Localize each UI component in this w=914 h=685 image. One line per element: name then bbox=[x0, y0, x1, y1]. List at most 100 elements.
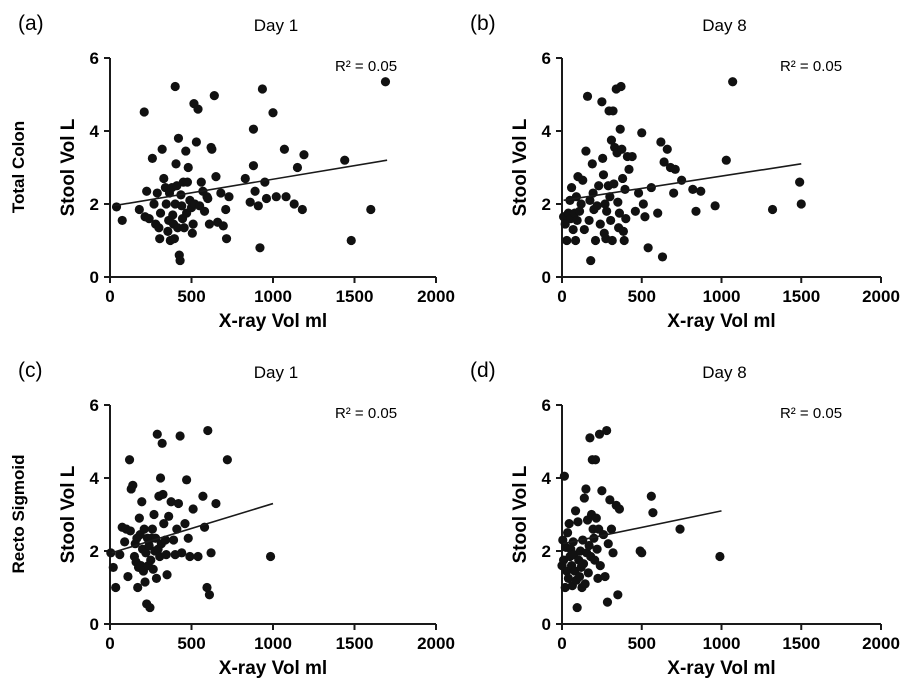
data-point bbox=[579, 493, 589, 503]
data-point bbox=[656, 137, 666, 147]
data-point bbox=[155, 234, 165, 244]
data-point bbox=[659, 157, 669, 167]
data-point bbox=[255, 243, 265, 253]
y-tick-label: 0 bbox=[542, 615, 551, 634]
data-point bbox=[265, 551, 276, 562]
x-tick-label: 0 bbox=[557, 634, 566, 653]
data-point bbox=[299, 150, 309, 160]
data-point bbox=[182, 475, 192, 485]
x-axis-label: X-ray Vol ml bbox=[667, 311, 775, 332]
data-point bbox=[139, 524, 149, 534]
y-tick-label: 2 bbox=[90, 195, 99, 214]
data-point bbox=[260, 177, 270, 187]
data-point bbox=[111, 202, 122, 212]
data-point bbox=[173, 498, 184, 509]
data-point bbox=[144, 214, 154, 224]
data-point bbox=[111, 582, 121, 593]
data-point bbox=[169, 234, 179, 244]
data-point bbox=[173, 133, 184, 143]
data-point bbox=[653, 208, 663, 218]
data-point bbox=[593, 573, 603, 583]
data-point bbox=[583, 568, 593, 578]
x-tick-label: 0 bbox=[105, 634, 114, 653]
data-point bbox=[380, 77, 391, 87]
data-point bbox=[640, 212, 650, 222]
data-point bbox=[609, 179, 619, 189]
data-point bbox=[581, 484, 591, 494]
data-point bbox=[159, 173, 169, 184]
x-tick-label: 1000 bbox=[254, 634, 292, 653]
data-point bbox=[602, 597, 613, 607]
data-point bbox=[106, 548, 116, 558]
data-point bbox=[728, 77, 738, 87]
data-point bbox=[279, 144, 290, 154]
data-point bbox=[581, 146, 591, 156]
data-point bbox=[767, 204, 778, 215]
panel-title: Day 1 bbox=[254, 16, 298, 35]
data-point bbox=[617, 144, 627, 154]
x-tick-label: 1000 bbox=[254, 287, 292, 306]
data-point bbox=[582, 91, 593, 101]
panel-title: Day 8 bbox=[702, 363, 746, 382]
data-point bbox=[149, 199, 159, 209]
x-tick-label: 500 bbox=[628, 634, 656, 653]
y-axis-label: Stool Vol L bbox=[510, 465, 531, 563]
x-tick-label: 0 bbox=[105, 287, 114, 306]
data-point bbox=[155, 473, 166, 483]
x-tick-label: 2000 bbox=[862, 634, 900, 653]
data-point bbox=[168, 535, 179, 545]
data-point bbox=[606, 215, 616, 226]
y-tick-label: 0 bbox=[90, 268, 99, 287]
data-point bbox=[248, 124, 259, 134]
data-point bbox=[250, 186, 260, 196]
data-point bbox=[559, 471, 569, 481]
data-point bbox=[224, 192, 234, 202]
data-point bbox=[580, 579, 590, 589]
data-point bbox=[688, 184, 698, 194]
data-point bbox=[159, 519, 169, 529]
data-point bbox=[183, 533, 193, 543]
data-point bbox=[158, 489, 168, 500]
y-tick-label: 4 bbox=[90, 122, 100, 141]
data-point bbox=[657, 252, 668, 262]
x-axis-label: X-ray Vol ml bbox=[219, 658, 327, 679]
data-point bbox=[144, 540, 154, 551]
data-point bbox=[196, 177, 206, 187]
data-point bbox=[630, 206, 640, 216]
data-point bbox=[193, 104, 203, 114]
data-point bbox=[141, 548, 151, 558]
data-point bbox=[125, 526, 135, 536]
regression-line bbox=[111, 502, 274, 554]
data-point bbox=[796, 199, 806, 209]
data-point bbox=[204, 590, 215, 600]
data-point bbox=[183, 162, 193, 173]
data-point bbox=[715, 551, 725, 562]
y-axis-label: Stool Vol L bbox=[510, 118, 531, 216]
data-point bbox=[162, 570, 172, 580]
data-point bbox=[164, 511, 174, 521]
data-point bbox=[209, 90, 219, 101]
data-point bbox=[670, 164, 680, 174]
data-point bbox=[108, 562, 118, 573]
data-point bbox=[163, 226, 173, 236]
data-point bbox=[586, 255, 596, 266]
data-point bbox=[177, 548, 187, 558]
x-tick-label: 500 bbox=[628, 287, 656, 306]
data-point bbox=[168, 210, 178, 220]
data-point bbox=[268, 108, 278, 118]
data-point bbox=[281, 192, 291, 202]
data-point bbox=[563, 573, 573, 583]
data-point bbox=[123, 571, 133, 582]
data-point bbox=[579, 224, 589, 235]
data-point bbox=[614, 504, 625, 514]
data-point bbox=[592, 201, 602, 211]
data-point bbox=[245, 197, 255, 207]
data-point bbox=[346, 235, 356, 246]
data-point bbox=[637, 128, 647, 138]
data-point bbox=[613, 590, 623, 600]
data-point bbox=[193, 551, 203, 562]
data-point bbox=[211, 498, 221, 509]
data-point bbox=[211, 172, 221, 182]
x-tick-label: 0 bbox=[557, 287, 566, 306]
y-tick-label: 4 bbox=[542, 469, 552, 488]
